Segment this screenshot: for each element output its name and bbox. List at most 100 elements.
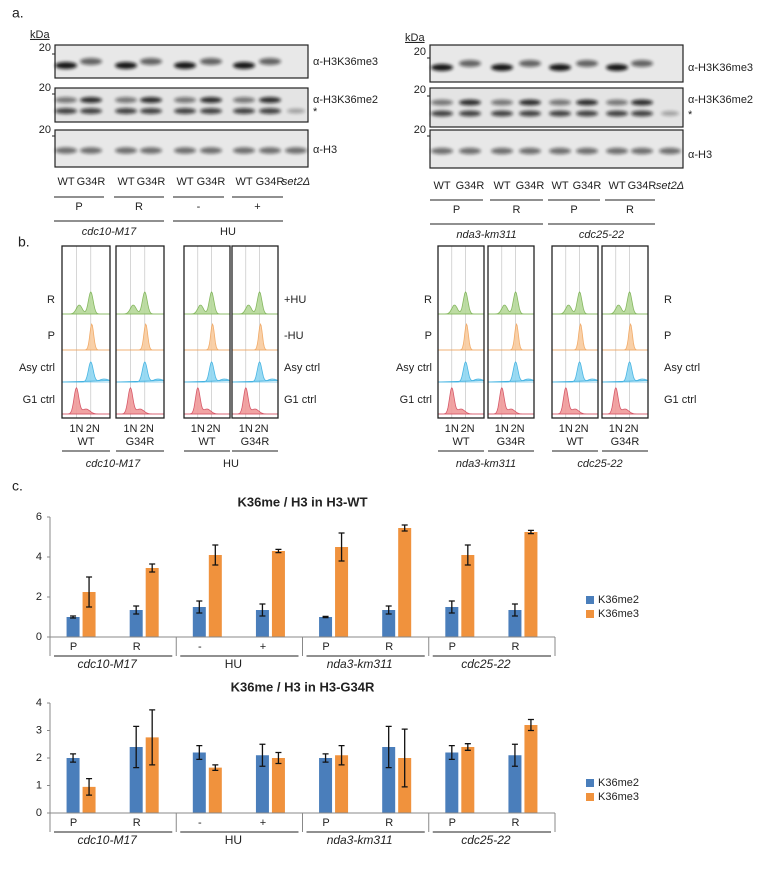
histogram (602, 291, 648, 315)
error-bar (133, 605, 140, 615)
row-label: Asy ctrl (19, 362, 55, 374)
legend-swatch (586, 596, 594, 604)
ploidy-label: 1N (191, 423, 205, 435)
genotype-label: WT (198, 436, 215, 448)
x-tick-label: R (511, 817, 519, 829)
band (115, 62, 137, 69)
band (233, 62, 255, 69)
error-bar (401, 728, 408, 788)
band (519, 110, 541, 117)
condition-label: + (254, 201, 260, 213)
band (200, 108, 222, 114)
error-bar (527, 718, 534, 732)
lane-label: G34R (456, 180, 485, 192)
ploidy-label: 2N (575, 423, 589, 435)
flow-frame (231, 245, 279, 419)
strain-label: nda3-km311 (456, 458, 516, 470)
row-label: +HU (284, 294, 306, 306)
bar (271, 551, 285, 637)
band (80, 97, 102, 103)
strain-label: nda3-km311 (456, 229, 516, 241)
x-tick-label: P (70, 817, 77, 829)
genotype-label: WT (566, 436, 583, 448)
bar (129, 747, 143, 813)
genotype-label: G34R (126, 436, 155, 448)
y-tick-label: 4 (36, 551, 42, 563)
band (606, 110, 628, 117)
x-tick-label: - (198, 641, 202, 653)
error-bar (385, 725, 392, 769)
genotype-label: WT (77, 436, 94, 448)
bar (335, 547, 349, 637)
flow-frame (183, 245, 231, 419)
error-bar (259, 603, 266, 617)
x-tick-label: P (322, 817, 329, 829)
error-bar (275, 751, 282, 765)
histogram (184, 323, 230, 351)
band (549, 99, 571, 106)
band (140, 108, 162, 114)
y-tick-label: 2 (36, 591, 42, 603)
bar (82, 592, 96, 637)
bar (192, 607, 206, 637)
asterisk: * (313, 106, 318, 118)
row-label: G1 ctrl (664, 394, 696, 406)
band (631, 147, 653, 155)
bar (445, 752, 459, 813)
panel-label: a. (12, 5, 24, 21)
histogram (601, 361, 649, 383)
histogram (232, 323, 278, 351)
bar (66, 617, 80, 637)
band (491, 99, 513, 106)
x-tick-label: P (449, 817, 456, 829)
bar (208, 767, 222, 813)
band (519, 99, 541, 106)
band (174, 97, 196, 103)
group-label: nda3-km311 (327, 833, 393, 847)
band (549, 64, 571, 71)
histogram (438, 387, 484, 415)
histogram (183, 361, 231, 383)
antibody-label: α-H3K36me3 (313, 56, 378, 68)
row-label: R (424, 294, 432, 306)
band (459, 60, 481, 67)
row-label: R (664, 294, 672, 306)
bar (524, 725, 538, 813)
flow-frame (61, 245, 111, 419)
bar (82, 786, 96, 813)
row-label: Asy ctrl (396, 362, 432, 374)
legend-label: K36me2 (598, 777, 639, 789)
x-tick-label: R (385, 641, 393, 653)
band (140, 58, 162, 65)
error-bar (511, 603, 518, 617)
band (659, 147, 681, 155)
lane-label: WT (608, 180, 625, 192)
antibody-label: α-H3K36me3 (688, 62, 753, 74)
band (576, 60, 598, 67)
band (549, 147, 571, 155)
histogram (438, 323, 484, 351)
band (431, 110, 453, 117)
histogram (552, 323, 598, 351)
condition-label: P (75, 201, 82, 213)
error-bar (70, 615, 77, 619)
legend-swatch (586, 779, 594, 787)
lane-label: set2Δ (656, 180, 684, 192)
x-tick-label: + (260, 641, 266, 653)
error-bar (527, 529, 534, 535)
band (140, 97, 162, 103)
row-label: -HU (284, 330, 304, 342)
y-tick-label: 1 (36, 779, 42, 791)
band (631, 60, 653, 67)
strain-label: cdc25-22 (577, 458, 622, 470)
lane-label: WT (493, 180, 510, 192)
bar (319, 617, 333, 637)
band (200, 58, 222, 65)
marker-label: 20 (414, 46, 426, 58)
band (55, 62, 77, 69)
ploidy-label: 2N (255, 423, 269, 435)
panel-label: c. (12, 478, 23, 494)
band (606, 147, 628, 155)
panel-label: b. (18, 234, 30, 250)
